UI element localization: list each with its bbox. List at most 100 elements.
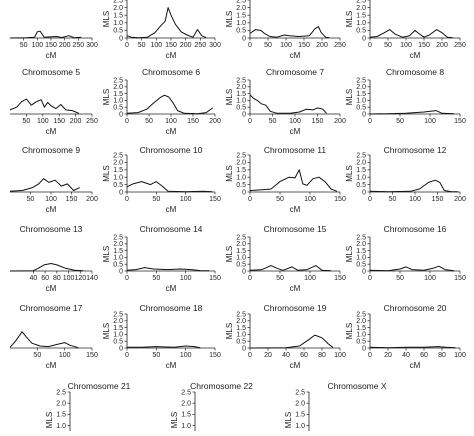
mls-curve [9,331,79,349]
y-tick-label: 1.0 [113,98,123,105]
y-tick-label: 2.5 [181,389,191,396]
y-tick-label: 1.5 [113,167,123,174]
y-tick-label: 2.5 [113,0,123,4]
x-tick-label: 150 [334,196,346,203]
mls-curve [126,7,207,39]
y-tick-label: 1.0 [236,98,246,105]
y-tick-label: 0 [242,189,246,196]
x-tick-label: 50 [396,118,404,125]
x-tick-label: 50 [269,118,277,125]
y-tick-label: 2.0 [295,401,305,408]
y-tick-label: 0.5 [113,339,123,346]
chart-panel-16: Chromosome 17 50 100 150 cM [9,303,98,370]
x-tick-label: 50 [389,196,397,203]
mls-curve [127,345,201,349]
x-tick-label: 0 [248,275,252,282]
y-tick-label: 0 [242,35,246,42]
x-tick-label: 0 [248,118,252,125]
y-tick-label: 1.0 [356,175,366,182]
y-tick-label: 2.5 [113,311,123,318]
y-tick-label: 0 [362,111,366,118]
x-tick-label: 0 [125,196,129,203]
y-axis-label: MLS [345,323,354,339]
y-axis-label: MLS [102,165,111,181]
mls-curve [369,346,456,349]
x-tick-label: 100 [45,196,57,203]
y-tick-label: 0.5 [236,339,246,346]
x-tick-label: 300 [209,42,221,49]
mls-curve [9,30,82,39]
x-tick-label: 100 [180,352,192,359]
y-tick-label: 2.0 [113,160,123,167]
y-tick-label: 0.5 [113,105,123,112]
x-tick-label: 100 [59,352,71,359]
chart-title: Chromosome 22 [190,381,253,391]
y-axis-label: MLS [102,323,111,339]
y-tick-label: 0.5 [356,182,366,189]
y-axis-label: MLS [345,246,354,262]
chart-title: Chromosome 6 [142,67,200,77]
x-tick-label: 250 [194,42,206,49]
x-tick-label: 100 [180,196,192,203]
chart-title: Chromosome 12 [384,145,447,155]
x-axis-label: cM [290,51,301,60]
x-tick-label: 250 [72,42,84,49]
y-axis-label: MLS [102,89,111,105]
y-tick-label: 1.5 [236,325,246,332]
x-tick-label: 20 [384,352,392,359]
x-tick-label: 150 [432,196,444,203]
chart-title: Chromosome 13 [20,224,83,234]
chart-title: Chromosome 10 [140,145,203,155]
y-tick-label: 1.0 [56,423,66,430]
y-axis-label: MLS [225,323,234,339]
chart-panel-4: Chromosome 5 50 100 150 200 250 cM [9,67,98,136]
y-tick-label: 0 [119,268,123,275]
chart-title: Chromosome 8 [386,67,444,77]
chart-title: Chromosome 16 [384,224,447,234]
x-axis-label: cM [290,284,301,293]
y-tick-label: 1.5 [356,13,366,20]
y-tick-label: 0 [242,111,246,118]
x-tick-label: 80 [318,352,326,359]
y-tick-label: 1.0 [295,423,305,430]
x-tick-label: 0 [248,42,252,49]
y-tick-label: 0.5 [356,105,366,112]
x-tick-label: 100 [180,275,192,282]
x-tick-label: 100 [409,196,421,203]
chart-title: Chromosome X [327,381,386,391]
y-tick-label: 0.5 [236,182,246,189]
y-tick-label: 1.5 [56,412,66,419]
y-tick-label: 1.0 [113,175,123,182]
mls-curve [126,181,213,193]
mls-curve [369,110,455,115]
x-tick-label: 150 [45,42,57,49]
chart-panel-0: 50 100 150 200 250 300 cM [9,30,98,60]
y-axis-label: MLS [225,89,234,105]
x-tick-label: 40 [402,352,410,359]
y-tick-label: 2.0 [356,160,366,167]
chart-title: Chromosome 18 [140,303,203,313]
y-tick-label: 0.5 [236,262,246,269]
x-tick-label: 40 [30,275,38,282]
x-tick-label: 0 [368,196,372,203]
x-tick-label: 100 [304,196,316,203]
x-tick-label: 50 [396,275,404,282]
x-tick-label: 60 [420,352,428,359]
chart-panel-8: Chromosome 9 50 100 150 200 cM [9,145,98,214]
y-tick-label: 2.0 [181,401,191,408]
y-tick-label: 2.5 [113,77,123,84]
y-tick-label: 1.5 [356,325,366,332]
y-tick-label: 0.5 [236,28,246,35]
y-tick-label: 0.5 [236,105,246,112]
y-tick-label: 1.5 [236,248,246,255]
x-axis-label: cM [46,127,57,136]
x-tick-label: 150 [209,275,221,282]
x-tick-label: 300 [86,42,98,49]
y-tick-label: 1.0 [236,20,246,27]
x-tick-label: 0 [368,118,372,125]
x-axis-label: cM [410,361,421,370]
y-tick-label: 0.5 [356,262,366,269]
